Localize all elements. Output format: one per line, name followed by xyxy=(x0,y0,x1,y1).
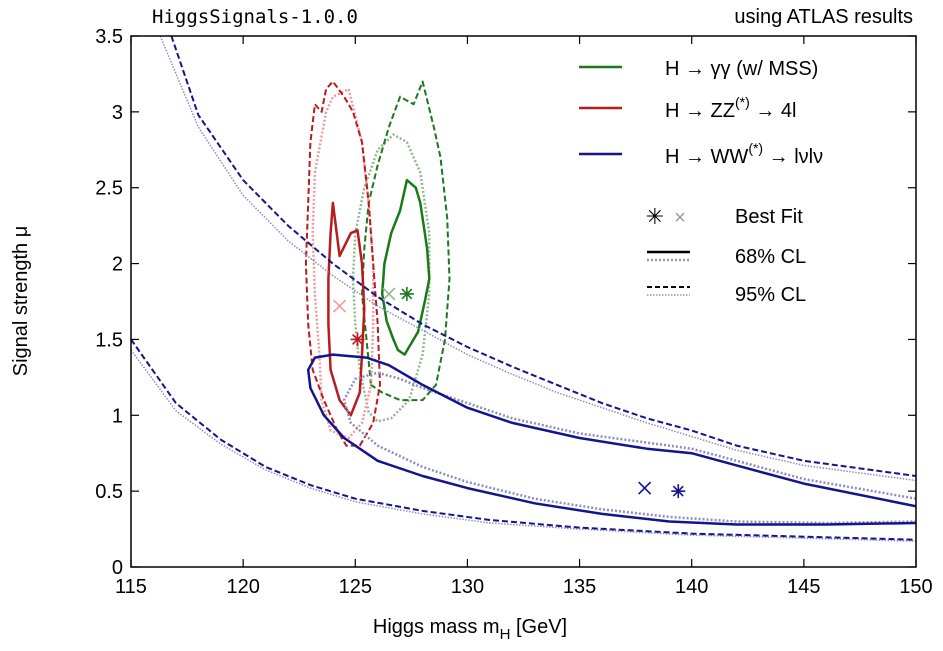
x-tick-label: 115 xyxy=(115,576,147,598)
zz-best-fit-higgssignals-marker xyxy=(350,332,365,347)
zz-best-fit-official-marker xyxy=(333,299,347,313)
gamma-cl95-higgssignals-contour xyxy=(361,80,451,402)
source-label: using ATLAS results xyxy=(734,6,913,28)
y-tick-label: 0.5 xyxy=(95,481,123,503)
legend-cl95-label: 95% CL xyxy=(735,284,806,306)
legend-label-zz: H → ZZ(*) → 4l xyxy=(665,94,796,122)
contour-layer xyxy=(131,36,916,542)
y-tick-label: 2 xyxy=(112,254,123,276)
x-tick-label: 125 xyxy=(339,576,372,598)
ww-cl95-higgssignals-lower-curve xyxy=(131,338,916,541)
legend-label-gamma: H → γγ (w/ MSS) xyxy=(665,58,818,80)
plot-frame xyxy=(130,35,917,568)
ww-best-fit-higgssignals-marker xyxy=(671,484,686,499)
y-tick-label: 0 xyxy=(112,557,123,579)
gamma-cl68-official-contour xyxy=(351,133,431,423)
y-axis-label: Signal strength μ xyxy=(10,226,32,377)
legend: H → γγ (w/ MSS) H → ZZ(*) → 4l H → WW(*)… xyxy=(579,58,823,306)
legend-label-ww-suffix: → lνlν xyxy=(763,146,823,168)
program-label: HiggsSignals-1.0.0 xyxy=(152,6,358,28)
x-tick-label: 140 xyxy=(675,576,708,598)
y-tick-label: 3 xyxy=(112,102,123,124)
x-tick-label: 130 xyxy=(451,576,484,598)
zz-cl95-higgssignals-contour xyxy=(304,80,381,447)
x-axis-label-subscript: H xyxy=(500,626,511,643)
legend-bestfit-cross-icon: × xyxy=(674,207,686,229)
ww-cl95-official-lower-curve xyxy=(131,349,916,542)
y-tick-label: 1 xyxy=(112,405,123,427)
best-fit-marker-layer xyxy=(333,286,686,499)
gamma-best-fit-higgssignals-marker xyxy=(399,286,414,301)
x-tick-label: 135 xyxy=(563,576,596,598)
legend-label-ww: H → WW(*) → lνlν xyxy=(665,140,823,168)
x-axis-label: Higgs mass mH [GeV] xyxy=(373,616,567,643)
legend-bestfit-label: Best Fit xyxy=(735,206,803,228)
ww-cl68-official-curve xyxy=(342,371,916,525)
gamma-cl68-higgssignals-contour xyxy=(380,178,431,356)
y-tick-label: 3.5 xyxy=(95,26,123,48)
x-tick-label: 120 xyxy=(226,576,259,598)
legend-bestfit-star-icon: ✳ xyxy=(646,204,664,229)
x-tick-label: 145 xyxy=(787,576,820,598)
axis-ticks: 115 120 125 130 135 140 145 150 0 0.5 1 1.5 2 2.5 3 3.5 xyxy=(95,26,933,598)
ww-cl95-higgssignals-upper-curve xyxy=(170,36,916,477)
ww-cl68-higgssignals-curve xyxy=(306,353,916,526)
x-tick-label: 150 xyxy=(899,576,932,598)
legend-label-ww-superscript: (*) xyxy=(748,140,763,156)
legend-label-zz-superscript: (*) xyxy=(735,94,750,110)
x-axis-label-unit: [GeV] xyxy=(510,616,567,638)
zz-cl68-higgssignals-contour xyxy=(327,201,366,417)
legend-cl68-label: 68% CL xyxy=(735,246,806,268)
y-tick-label: 1.5 xyxy=(95,329,123,351)
ww-best-fit-official-marker xyxy=(638,481,652,495)
legend-label-zz-suffix: → 4l xyxy=(750,100,797,122)
y-tick-label: 2.5 xyxy=(95,178,123,200)
gamma-best-fit-official-marker xyxy=(382,287,396,301)
